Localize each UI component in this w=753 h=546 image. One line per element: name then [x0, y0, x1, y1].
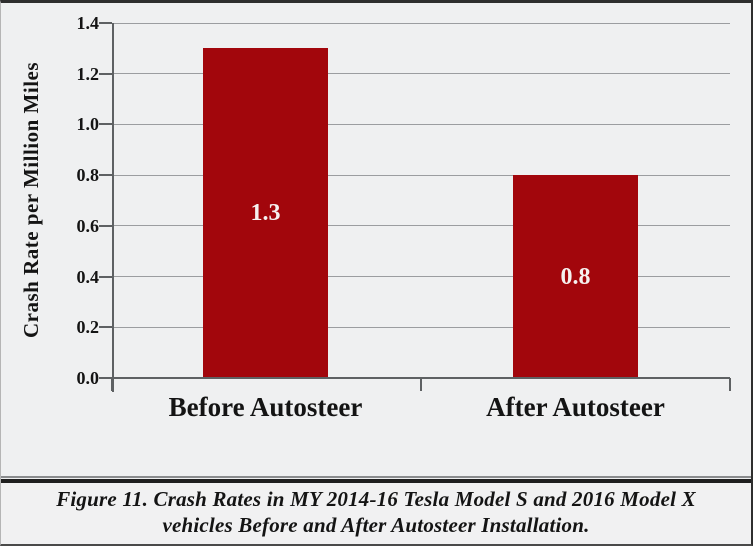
figure-caption-line-1: Figure 11. Crash Rates in MY 2014-16 Tes…	[56, 487, 696, 511]
gridline	[112, 174, 730, 176]
y-axis-tick-label: 1.0	[76, 114, 100, 135]
y-axis-tick-label: 1.2	[76, 63, 100, 84]
y-axis-tick-label: 0.0	[76, 368, 100, 388]
bar-after-autosteer: 0.8	[513, 175, 638, 378]
figure-caption: Figure 11. Crash Rates in MY 2014-16 Tes…	[1, 483, 751, 544]
y-axis-tick-mark	[99, 326, 112, 329]
y-axis-tick-mark	[99, 123, 112, 126]
y-axis-tick-label: 0.6	[76, 215, 100, 236]
gridline	[112, 276, 730, 278]
chart-caption-divider-dark	[1, 479, 751, 483]
y-axis-tick-mark	[99, 377, 112, 379]
bar-before-autosteer: 1.3	[203, 48, 328, 378]
x-axis-category-label: Before Autosteer	[168, 392, 363, 422]
bar-value-label: 1.3	[250, 200, 281, 227]
gridline	[112, 73, 730, 75]
gridline	[112, 225, 730, 227]
y-axis-tick-mark	[99, 174, 112, 177]
y-axis-tick-mark	[99, 275, 112, 278]
y-axis-tick-label: 0.4	[76, 266, 100, 287]
y-axis-line	[112, 23, 114, 392]
y-axis-tick-mark	[99, 72, 112, 75]
y-axis-tick-mark	[99, 224, 112, 227]
y-axis-tick-mark	[99, 22, 112, 24]
x-axis-tick-mark	[111, 378, 113, 391]
y-axis-tick-label: 0.8	[76, 165, 100, 186]
chart-caption-divider-gap	[1, 478, 751, 479]
gridline	[112, 326, 730, 328]
x-axis-category-label: After Autosteer	[486, 392, 665, 422]
gridline	[112, 123, 730, 125]
figure-caption-line-2: vehicles Before and After Autosteer Inst…	[162, 513, 590, 537]
x-axis-tick-mark	[729, 378, 731, 391]
bar-value-label: 0.8	[560, 263, 591, 290]
gridline	[112, 22, 730, 24]
crash-rate-bar-chart: Crash Rate per Million Miles 0.0 0.2 0.4 0.…	[1, 3, 751, 476]
y-axis-tick-label: 0.2	[76, 317, 100, 338]
chart-caption-divider-light	[1, 476, 751, 478]
y-axis-tick-label: 1.4	[76, 13, 100, 33]
x-axis-tick-mark	[420, 378, 422, 391]
